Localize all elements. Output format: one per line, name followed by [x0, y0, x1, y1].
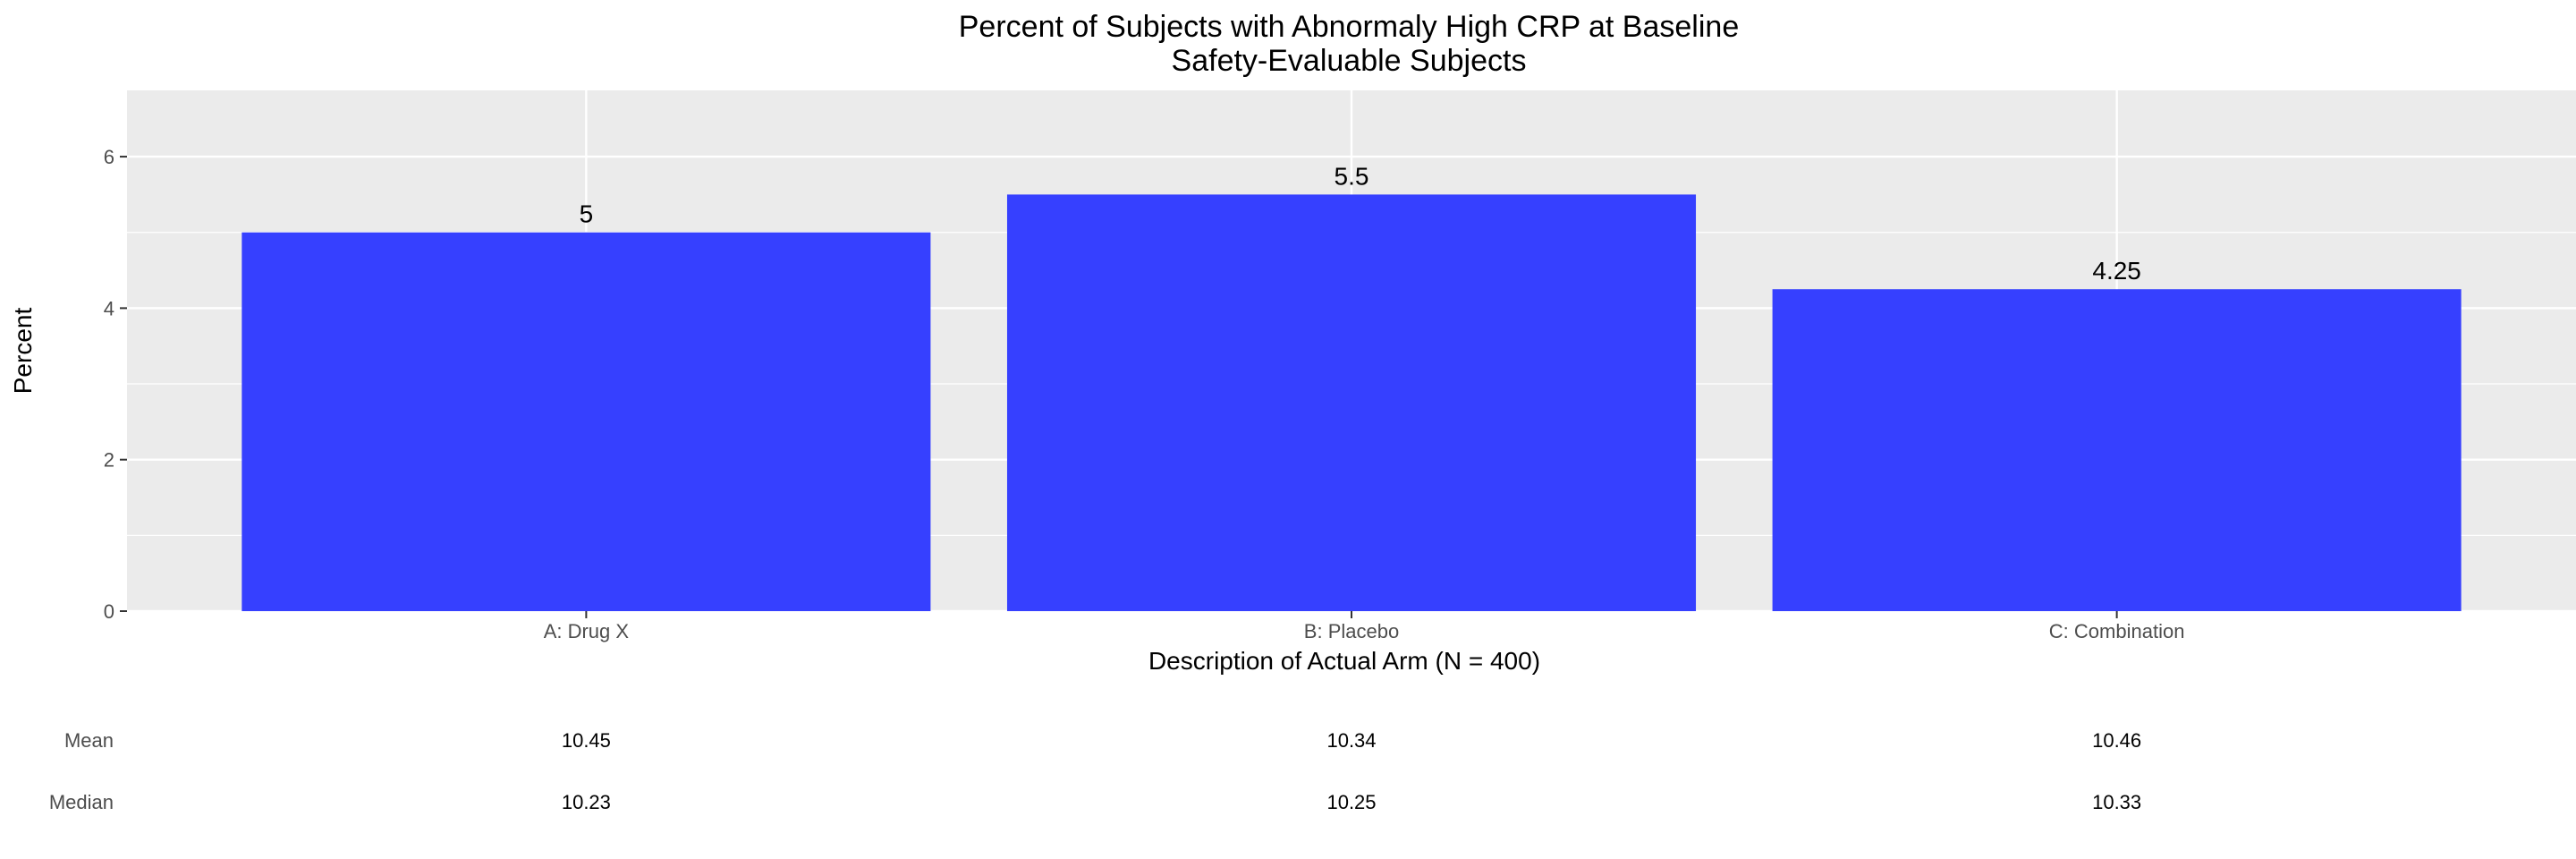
x-axis-title: Description of Actual Arm (N = 400) — [1148, 647, 1540, 675]
data-labels: 5 5.5 4.25 — [580, 162, 2141, 285]
table-cell: 10.33 — [2092, 791, 2141, 813]
bar — [242, 232, 931, 611]
chart-subtitle: Safety-Evaluable Subjects — [1172, 44, 1527, 78]
chart-title: Percent of Subjects with Abnormaly High … — [959, 10, 1739, 44]
table-cell: 10.25 — [1326, 791, 1376, 813]
bars — [242, 194, 2462, 611]
x-axis: A: Drug X B: Placebo C: Combination — [544, 611, 2185, 642]
bar — [1006, 194, 1697, 611]
y-axis: 0 2 4 6 — [104, 146, 127, 623]
table-cell: 10.23 — [562, 791, 611, 813]
y-tick-label: 4 — [104, 297, 114, 319]
y-tick-label: 0 — [104, 600, 114, 623]
x-tick-label: B: Placebo — [1304, 620, 1399, 642]
bar-data-label: 5.5 — [1335, 162, 1369, 190]
table-cell: 10.46 — [2092, 729, 2141, 752]
y-tick-label: 6 — [104, 146, 114, 168]
table-row-label: Median — [49, 791, 114, 813]
bar-data-label: 4.25 — [2092, 257, 2141, 285]
y-tick-label: 2 — [104, 449, 114, 472]
bar-data-label: 5 — [580, 200, 594, 228]
y-axis-title: Percent — [9, 308, 37, 395]
summary-table: Mean 10.45 10.34 10.46 Median 10.23 10.25 10.33 — [49, 729, 2141, 813]
table-cell: 10.34 — [1326, 729, 1376, 752]
table-cell: 10.45 — [562, 729, 611, 752]
table-row-label: Mean — [64, 729, 114, 752]
x-tick-label: A: Drug X — [544, 620, 630, 642]
bar — [1772, 289, 2462, 611]
x-tick-label: C: Combination — [2049, 620, 2185, 642]
